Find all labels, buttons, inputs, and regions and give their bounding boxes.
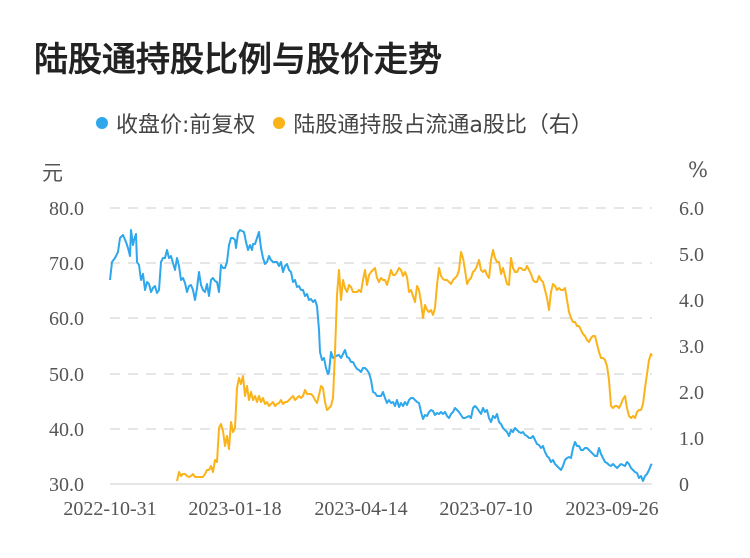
gridlines: [110, 207, 652, 430]
svg-text:2023-01-18: 2023-01-18: [188, 498, 281, 520]
legend-dot-blue-icon: [96, 117, 108, 129]
close-price-line: [109, 229, 653, 482]
svg-text:2022-10-31: 2022-10-31: [63, 498, 156, 520]
legend-dot-orange-icon: [273, 117, 286, 129]
legend-label: 陆股通持股占流通a股比（右）: [293, 113, 593, 138]
legend-item-holding-ratio[interactable]: 陆股通持股占流通a股比（右）: [273, 107, 593, 139]
right-axis-unit: %: [688, 158, 708, 182]
svg-text:0: 0: [679, 474, 689, 496]
svg-text:6.0: 6.0: [679, 198, 704, 220]
svg-text:2.0: 2.0: [679, 382, 704, 404]
chart-legend: 收盘价:前复权 陆股通持股占流通a股比（右）: [96, 108, 611, 138]
svg-text:4.0: 4.0: [679, 290, 704, 312]
x-axis-ticks: 2022-10-31 2023-01-18 2023-04-14 2023-07…: [63, 498, 658, 520]
chart-title: 陆股通持股比例与股价走势: [34, 40, 442, 80]
svg-text:1.0: 1.0: [679, 428, 704, 450]
holding-ratio-line: [176, 249, 653, 482]
left-axis-unit: 元: [42, 161, 63, 185]
svg-text:30.0: 30.0: [49, 474, 84, 496]
svg-text:60.0: 60.0: [49, 308, 84, 330]
legend-label: 收盘价:前复权: [116, 113, 256, 138]
svg-text:2023-07-10: 2023-07-10: [439, 498, 532, 520]
svg-text:5.0: 5.0: [679, 244, 704, 266]
svg-text:70.0: 70.0: [49, 253, 84, 275]
svg-text:3.0: 3.0: [679, 336, 704, 358]
right-axis-ticks: 6.0 5.0 4.0 3.0 2.0 1.0 0: [679, 198, 704, 496]
svg-text:2023-09-26: 2023-09-26: [565, 498, 658, 520]
svg-text:2023-04-14: 2023-04-14: [314, 498, 407, 520]
left-axis-ticks: 80.0 70.0 60.0 50.0 40.0 30.0: [49, 198, 84, 496]
svg-text:40.0: 40.0: [49, 419, 84, 441]
svg-text:50.0: 50.0: [49, 364, 84, 386]
svg-text:80.0: 80.0: [49, 198, 84, 220]
legend-item-close-price[interactable]: 收盘价:前复权: [96, 107, 255, 139]
